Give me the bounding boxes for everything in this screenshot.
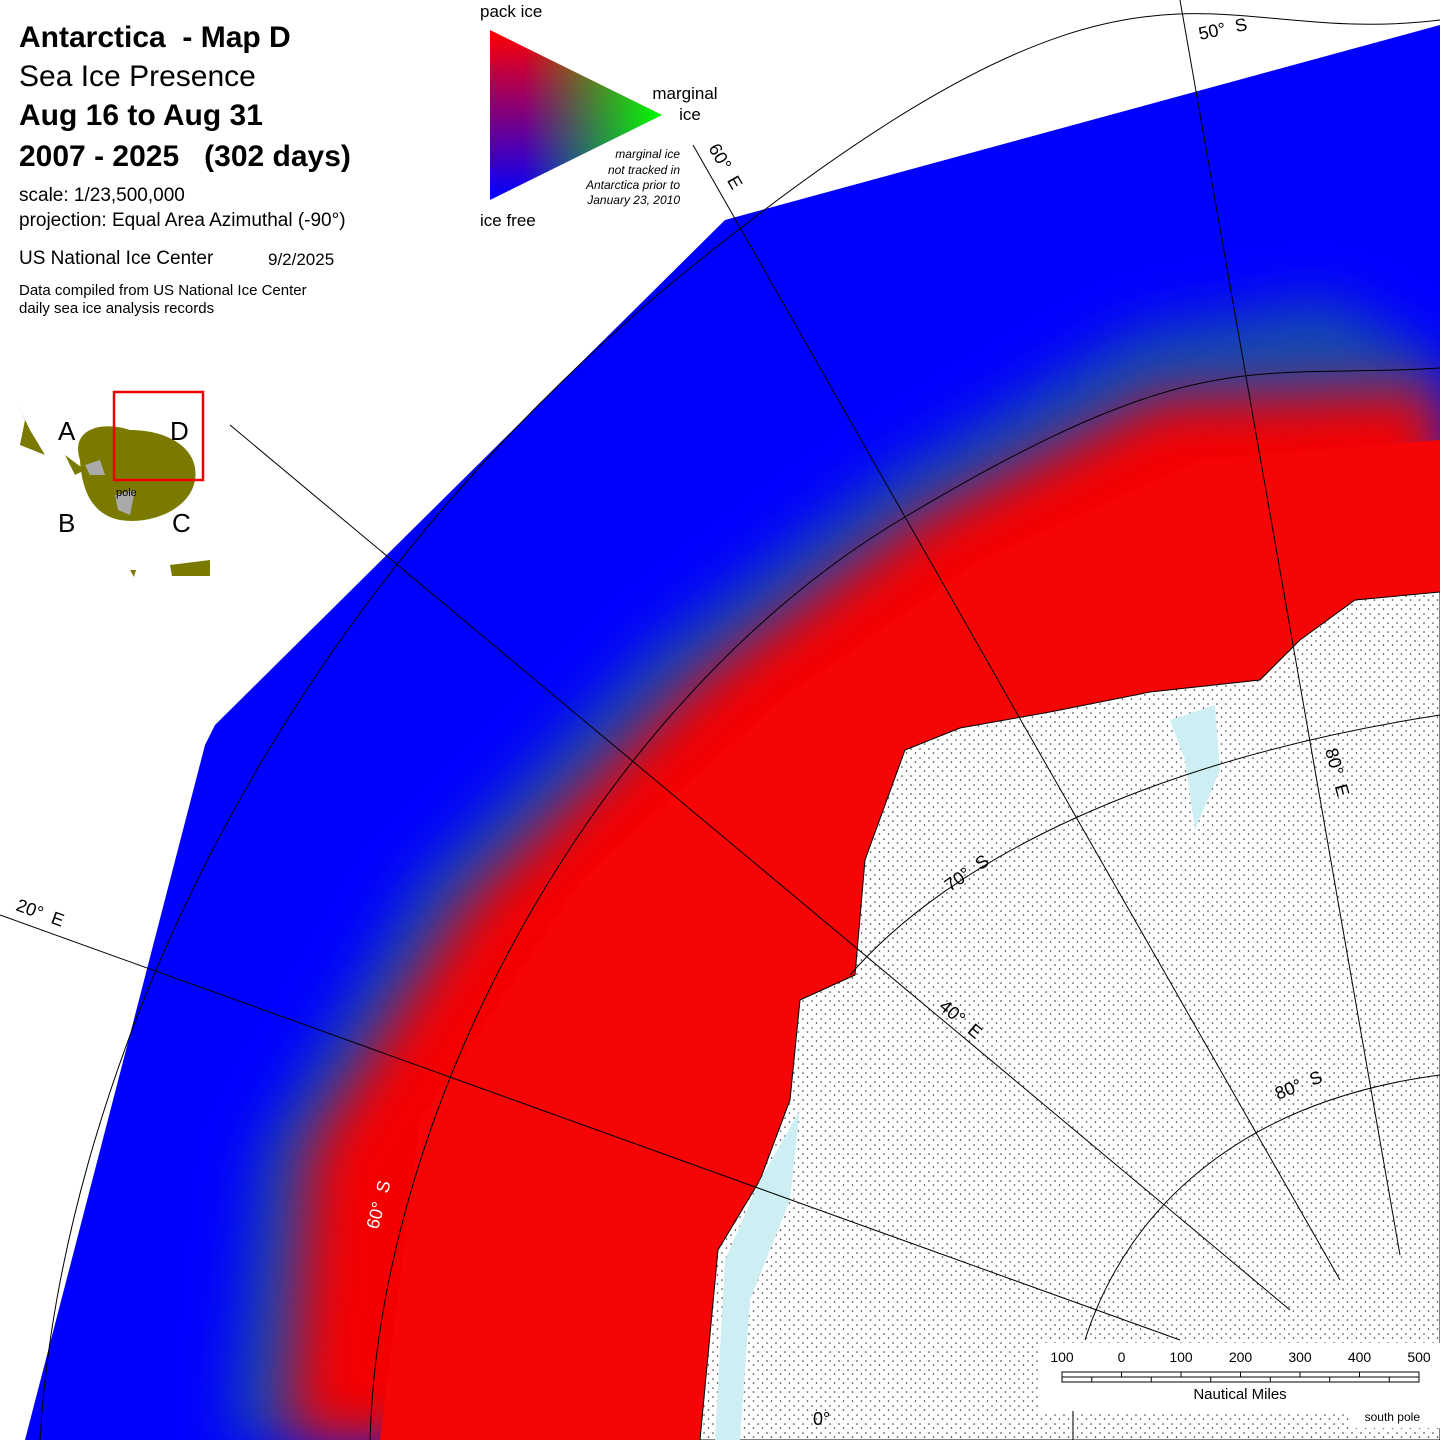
date: 9/2/2025 [268,250,334,269]
scale-bar: 100 0 100 200 300 400 500 [1050,1349,1431,1383]
note: daily sea ice analysis records [19,300,214,317]
grid-label: 50° S [1197,14,1249,44]
scale-label: 100 [1169,1349,1193,1365]
subtitle: Sea Ice Presence [19,60,256,93]
parallel [849,714,1440,976]
inset-label: C [172,508,191,538]
parallel [1084,1074,1440,1341]
scale-label: 500 [1407,1349,1431,1365]
legend-label: ice [679,105,701,124]
dates: Aug 16 to Aug 31 [19,99,263,132]
scale-label: 300 [1288,1349,1312,1365]
land [699,591,1440,1440]
inset-label: D [170,416,189,446]
legend-triangle [490,30,662,200]
scale-label: 100 [1050,1349,1074,1365]
meridian [229,424,1291,1311]
legend-label: pack ice [480,2,542,21]
legend-note: Antarctica prior to [585,178,680,192]
parallel [39,13,1440,1440]
inset-label: A [58,416,76,446]
label-bg [1350,1408,1440,1428]
grid-label: 20° E [14,895,67,931]
scale-label: 0 [1118,1349,1126,1365]
inset-label: B [58,508,75,538]
legend-note: January 23, 2010 [586,193,680,207]
note: Data compiled from US National Ice Cente… [19,282,307,299]
projection: projection: Equal Area Azimuthal (-90°) [19,210,346,231]
years: 2007 - 2025 (302 days) [19,140,351,173]
meridian [0,914,1181,1341]
legend-label: marginal [652,84,717,103]
legend-note: marginal ice [615,147,680,161]
scale: scale: 1/23,500,000 [19,185,185,206]
legend-note: not tracked in [608,163,680,177]
parallel [369,367,1440,1440]
inset-map: A D B C pole [18,390,210,577]
scale-unit: Nautical Miles [1193,1386,1286,1403]
south-pole-label: south pole [1365,1410,1421,1424]
agency: US National Ice Center [19,248,214,269]
grid-label: 60° E [705,140,747,193]
scale-label: 400 [1348,1349,1372,1365]
legend-label: ice free [480,211,536,230]
grid-label: 0° [813,1409,830,1429]
scale-label: 200 [1229,1349,1253,1365]
title: Antarctica - Map D [19,21,291,54]
meridian [692,144,1341,1281]
meridian [1179,0,1401,1256]
inset-label: pole [116,487,137,499]
